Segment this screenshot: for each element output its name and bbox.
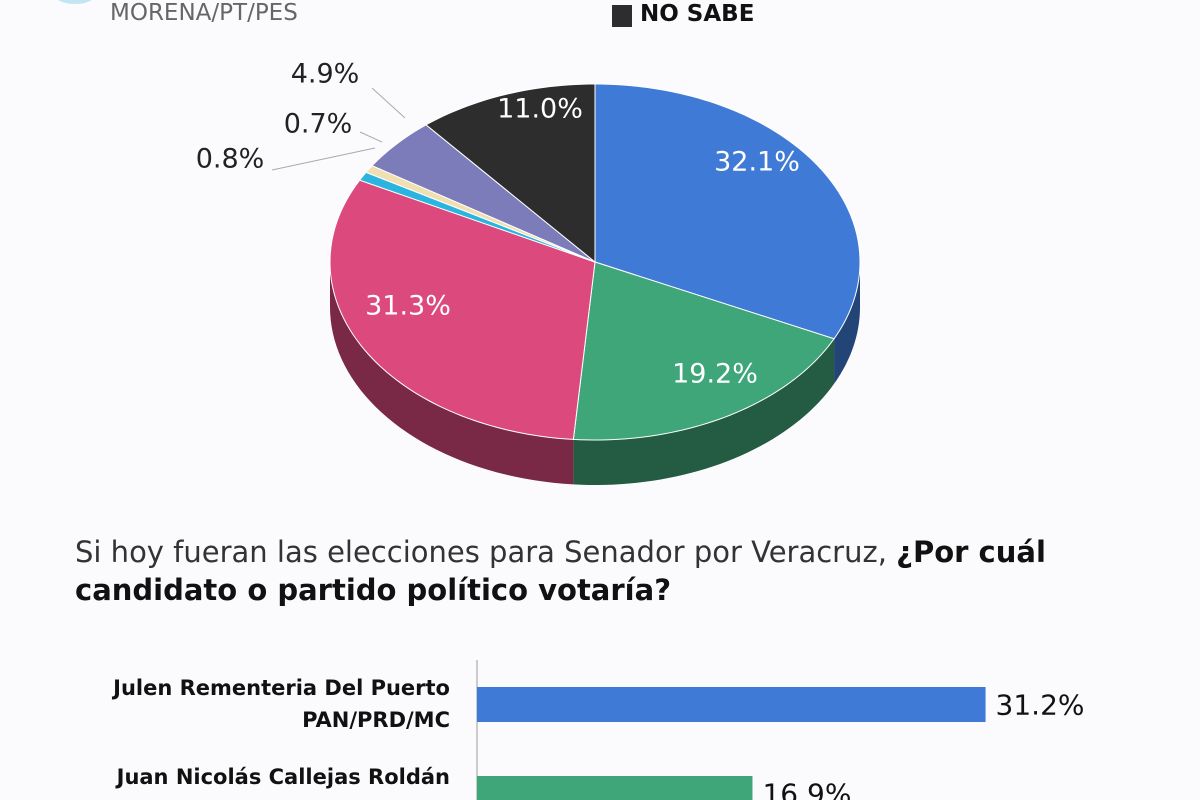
- bar-chart: 31.2% Julen Rementeria Del Puerto PAN/PRD/…: [111, 660, 1085, 800]
- pie-slice-6: [425, 83, 596, 264]
- bar-value-1: 16.9%: [762, 778, 851, 800]
- pie-side-1: [573, 338, 835, 485]
- pie-label-3: 0.8%: [196, 144, 265, 175]
- bar-0: [477, 687, 986, 722]
- question-plain: Si hoy fueran las elecciones para Senado…: [75, 535, 897, 569]
- bar-category-name-1: Juan Nicolás Callejas Roldán: [115, 765, 450, 789]
- bar-value-0: 31.2%: [996, 689, 1085, 722]
- pie-slice-2: [329, 179, 596, 440]
- legend-label-no-sabe: NO SABE: [640, 1, 755, 27]
- pie-label-5: 4.9%: [291, 59, 360, 90]
- question-bold: ¿Por cuál candidato o partido político v…: [75, 535, 1046, 607]
- pie-side-0: [834, 262, 860, 384]
- pie-slice-1: [572, 261, 835, 441]
- pie-chart: 32.1% 19.2% 31.3% 0.8% 0.7% 4.9% 11.0%: [196, 59, 861, 485]
- bar-category-name-0: Julen Rementeria Del Puerto: [111, 676, 450, 700]
- bar-1: [477, 776, 753, 800]
- legend-swatch-morena: [55, 0, 95, 4]
- pie-label-6: 11.0%: [497, 94, 583, 125]
- bar-category-party-0: PAN/PRD/MC: [302, 708, 450, 732]
- pie-label-1: 19.2%: [672, 359, 758, 390]
- pie-label-4: 0.7%: [284, 109, 353, 140]
- pie-leader-5: [371, 87, 406, 119]
- legend-label-morena: MORENA/PT/PES: [110, 0, 298, 26]
- pie-label-0: 32.1%: [714, 147, 800, 178]
- pie-leader-4: [359, 131, 383, 143]
- question-title: Si hoy fueran las elecciones para Senado…: [75, 533, 1175, 609]
- legend-swatch-no-sabe: [612, 5, 632, 27]
- pie-side-2: [330, 262, 574, 485]
- pie-leader-3: [271, 147, 376, 171]
- pie-label-2: 31.3%: [365, 291, 451, 322]
- pie-slice-0: [594, 83, 861, 340]
- pie-slice-5: [371, 124, 596, 263]
